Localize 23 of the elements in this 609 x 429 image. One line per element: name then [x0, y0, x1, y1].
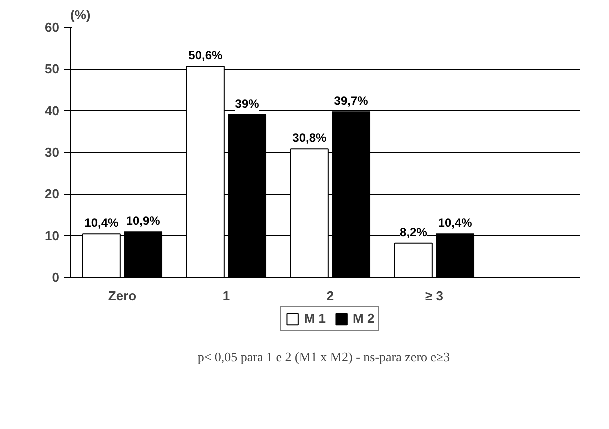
data-label: 10,4%	[84, 216, 120, 230]
y-tick-label: 40	[45, 103, 60, 118]
legend-label: M 2	[353, 311, 375, 326]
y-tick-label: 60	[45, 20, 60, 35]
y-tick-label: 50	[45, 62, 60, 77]
text: p< 0,05 para 1 e 2 (M1 x M2) - ns-para zero e≥3	[198, 350, 450, 364]
legend-label: M 1	[304, 311, 326, 326]
y-tick-label: 30	[45, 145, 60, 160]
data-label: 10,4%	[438, 216, 473, 230]
x-tick-label: ≥ 3	[426, 288, 444, 304]
data-label: 30,8%	[292, 131, 328, 146]
y-tick-label: 0	[52, 270, 60, 285]
data-label: 50,6%	[188, 48, 224, 63]
x-tick-label: Zero	[108, 288, 137, 304]
data-label: 39,7%	[334, 94, 369, 108]
y-tick-label: 10	[45, 228, 60, 244]
y-tick-label: 20	[45, 186, 60, 202]
data-label: 8,2%	[400, 225, 428, 240]
data-label: 10,9%	[126, 214, 161, 228]
x-tick-label: 1	[222, 288, 230, 304]
x-tick-label: 2	[326, 288, 334, 304]
data-label: 39%	[235, 97, 260, 111]
y-axis-title: (%)	[70, 8, 91, 22]
